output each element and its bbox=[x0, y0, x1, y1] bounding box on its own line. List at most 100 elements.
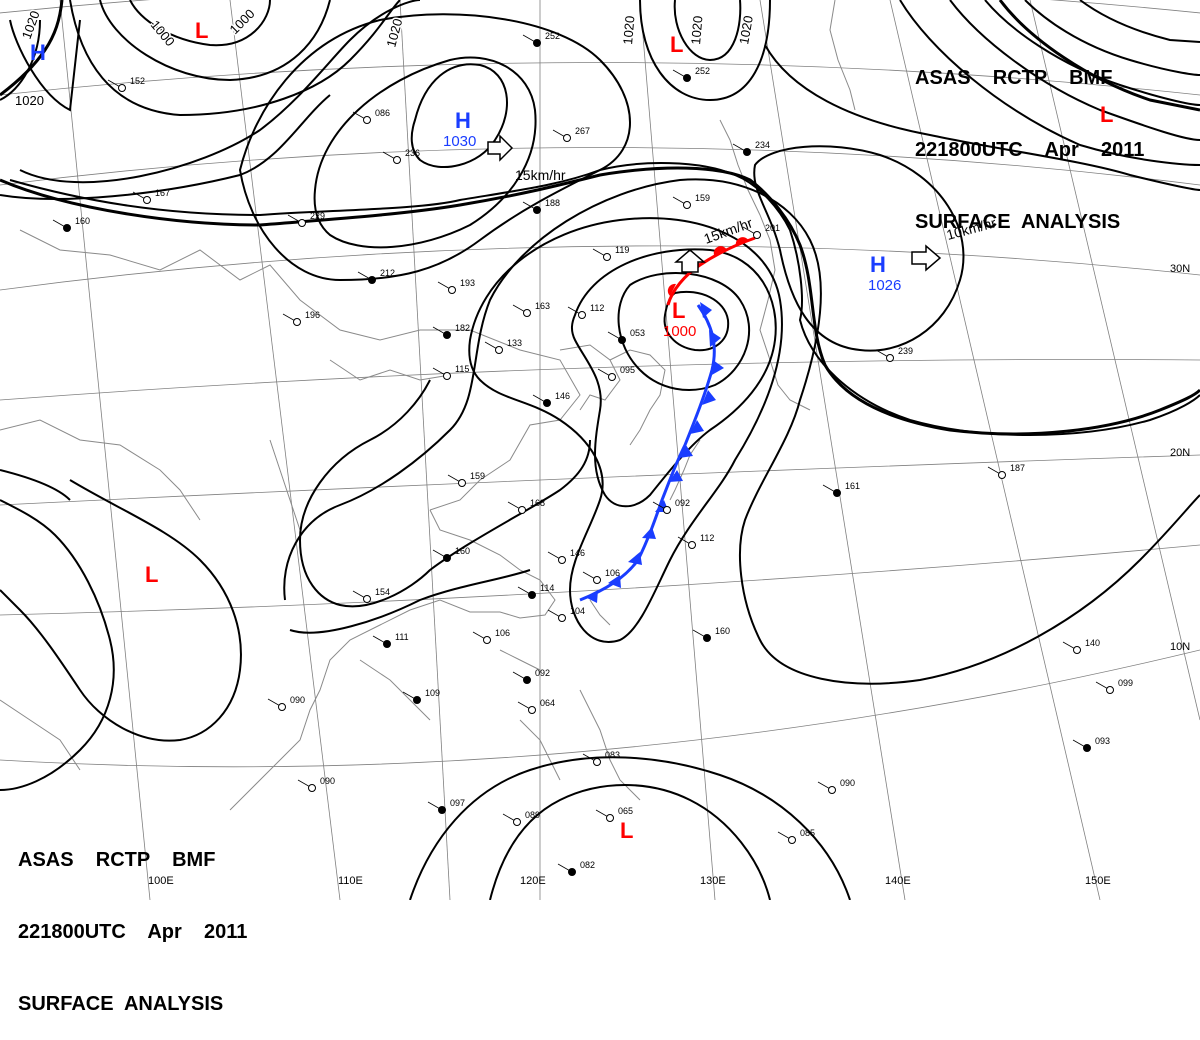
center-pressure: 1030 bbox=[443, 133, 476, 150]
station-pressure: 201 bbox=[765, 223, 780, 233]
station-circle bbox=[438, 806, 446, 814]
station-pressure: 187 bbox=[1010, 463, 1025, 473]
low-center: L bbox=[620, 818, 633, 843]
station-circle bbox=[368, 276, 376, 284]
station-pressure: 133 bbox=[507, 338, 522, 348]
station-plot: 115 bbox=[432, 364, 469, 380]
station-plot: 119 bbox=[592, 245, 629, 261]
station-pressure: 161 bbox=[845, 481, 860, 491]
station-plot: 106 bbox=[582, 568, 620, 584]
station-pressure: 163 bbox=[535, 301, 550, 311]
station-plot: 090 bbox=[297, 776, 335, 792]
center-pressure: 1026 bbox=[868, 277, 901, 294]
station-plot: 053 bbox=[607, 328, 645, 344]
station-plot: 160 bbox=[52, 216, 90, 232]
station-circle bbox=[458, 479, 466, 487]
station-pressure: 114 bbox=[540, 583, 554, 593]
station-pressure: 267 bbox=[575, 126, 590, 136]
station-pressure: 097 bbox=[450, 798, 465, 808]
station-circle bbox=[608, 373, 616, 381]
station-plot: 236 bbox=[382, 148, 420, 164]
station-pressure: 053 bbox=[630, 328, 645, 338]
station-circle bbox=[443, 372, 451, 380]
station-pressure: 106 bbox=[605, 568, 620, 578]
header-line-3: SURFACE ANALYSIS bbox=[18, 993, 224, 1015]
latitude-label: 10N bbox=[1170, 641, 1190, 653]
station-circle bbox=[683, 201, 691, 209]
station-circle bbox=[578, 311, 586, 319]
station-circle bbox=[833, 489, 841, 497]
longitude-lines bbox=[59, 0, 1200, 900]
isobar-label: 1020 bbox=[620, 15, 637, 45]
station-plot: 093 bbox=[1072, 736, 1110, 752]
station-circle bbox=[513, 818, 521, 826]
station-pressure: 064 bbox=[540, 698, 555, 708]
station-pressure: 168 bbox=[530, 498, 545, 508]
station-circle bbox=[63, 224, 71, 232]
station-plot: 160 bbox=[692, 626, 730, 642]
header-line-1: ASAS RCTP BMF bbox=[18, 849, 216, 871]
cold-front bbox=[579, 302, 724, 603]
station-plot: 083 bbox=[582, 750, 620, 766]
station-pressure: 167 bbox=[155, 188, 170, 198]
station-circle bbox=[518, 506, 526, 514]
station-plot: 212 bbox=[357, 268, 395, 284]
station-plot: 097 bbox=[427, 798, 465, 814]
motion-arrow bbox=[487, 134, 514, 162]
station-pressure: 089 bbox=[525, 810, 540, 820]
station-circle bbox=[743, 148, 751, 156]
station-circle bbox=[683, 74, 691, 82]
weather-map: 252 267 229 212 193 196 182 163 133 146 115 159 160 1… bbox=[0, 0, 1200, 900]
station-plot: 099 bbox=[1095, 678, 1133, 694]
longitude-label: 140E bbox=[885, 875, 911, 887]
station-circle bbox=[533, 39, 541, 47]
longitude-label: 120E bbox=[520, 875, 546, 887]
isobar-label: 1020 bbox=[15, 93, 44, 108]
station-circle bbox=[393, 156, 401, 164]
longitude-label: 100E bbox=[148, 875, 174, 887]
station-plot: 064 bbox=[517, 698, 555, 714]
station-circle bbox=[753, 231, 761, 239]
station-circle bbox=[483, 636, 491, 644]
station-circle bbox=[886, 354, 894, 362]
station-pressure: 236 bbox=[405, 148, 420, 158]
station-pressure: 229 bbox=[310, 211, 325, 221]
station-pressure: 095 bbox=[620, 365, 635, 375]
station-circle bbox=[568, 868, 576, 876]
station-plot: 146 bbox=[532, 391, 570, 407]
station-plot: 182 bbox=[432, 323, 470, 339]
header-bottom-left: ASAS RCTP BMF 221800UTC Apr 2011 SURFACE… bbox=[18, 800, 247, 1040]
station-plot: 092 bbox=[512, 668, 550, 684]
station-circle bbox=[1073, 646, 1081, 654]
high-center: H bbox=[455, 108, 471, 133]
station-circle bbox=[603, 253, 611, 261]
station-circle bbox=[298, 219, 306, 227]
station-circle bbox=[788, 836, 796, 844]
low-center: L bbox=[670, 32, 683, 57]
station-plot: 133 bbox=[484, 338, 522, 354]
station-pressure: 160 bbox=[715, 626, 730, 636]
station-plot: 082 bbox=[557, 860, 595, 876]
station-circle bbox=[443, 331, 451, 339]
station-pressure: 146 bbox=[555, 391, 570, 401]
center-pressure: 1000 bbox=[663, 323, 696, 340]
station-pressure: 140 bbox=[1085, 638, 1100, 648]
station-plot: 201 bbox=[742, 223, 780, 239]
station-circle bbox=[413, 696, 421, 704]
station-pressure: 111 bbox=[395, 632, 409, 642]
station-pressure: 112 bbox=[700, 533, 714, 543]
high-center: H bbox=[30, 40, 46, 65]
station-plot: 106 bbox=[472, 628, 510, 644]
station-pressure: 112 bbox=[590, 303, 604, 313]
station-plot: 095 bbox=[597, 365, 635, 381]
station-circle bbox=[606, 814, 614, 822]
high-center: H bbox=[870, 252, 886, 277]
station-circle bbox=[593, 758, 601, 766]
station-circle bbox=[143, 196, 151, 204]
station-pressure: 115 bbox=[455, 364, 469, 374]
header-line-3: SURFACE ANALYSIS bbox=[915, 211, 1121, 233]
station-plot: 160 bbox=[432, 546, 470, 562]
station-pressure: 085 bbox=[800, 828, 815, 838]
station-circle bbox=[543, 399, 551, 407]
station-plot: 193 bbox=[437, 278, 475, 294]
